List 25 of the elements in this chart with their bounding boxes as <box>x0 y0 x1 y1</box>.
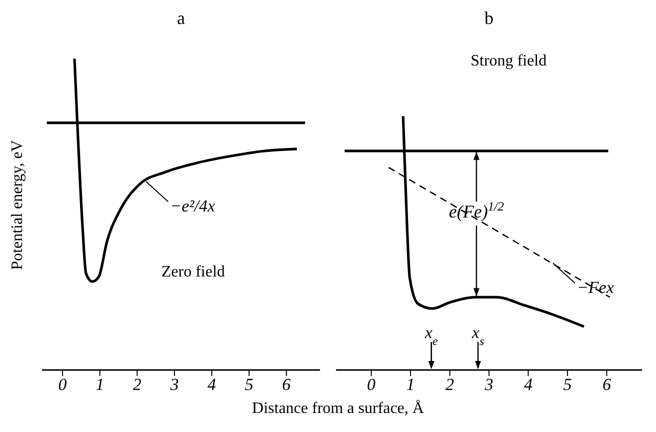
annotation: e(Fe)$^{1/2}$ <box>448 200 505 222</box>
x-tick-label: 3 <box>169 375 179 394</box>
x-tick-label: 2 <box>446 375 455 394</box>
chart-title: a <box>176 8 186 30</box>
x-tick-label: 4 <box>524 375 533 394</box>
y-axis-title: Potential energy, eV <box>9 140 26 270</box>
x-tick-label: 4 <box>208 375 217 394</box>
x-tick-label: 3 <box>484 375 494 394</box>
x-tick-label: 6 <box>282 375 292 394</box>
x-tick-label: 5 <box>563 375 572 394</box>
annotation: −e²/4x <box>170 196 216 216</box>
x-axis-title: Distance from a surface, Å <box>251 400 425 418</box>
x-tick-label: 0 <box>58 375 68 394</box>
x-tick-label: 0 <box>367 375 376 394</box>
annotation: −Fex <box>576 278 614 298</box>
x-tick-label: 5 <box>244 375 254 394</box>
annotation: Zero field <box>161 264 225 281</box>
x-tick-label: 1 <box>96 375 104 394</box>
annotation: x$_{e}$ <box>424 323 438 348</box>
x-tick-label: 2 <box>132 375 142 394</box>
annotation: x$_{s}$ <box>470 323 484 348</box>
text: Strong field <box>470 52 547 70</box>
x-tick-label: 1 <box>406 375 415 394</box>
chart-title: b <box>484 8 494 30</box>
x-tick-label: 6 <box>602 375 612 394</box>
